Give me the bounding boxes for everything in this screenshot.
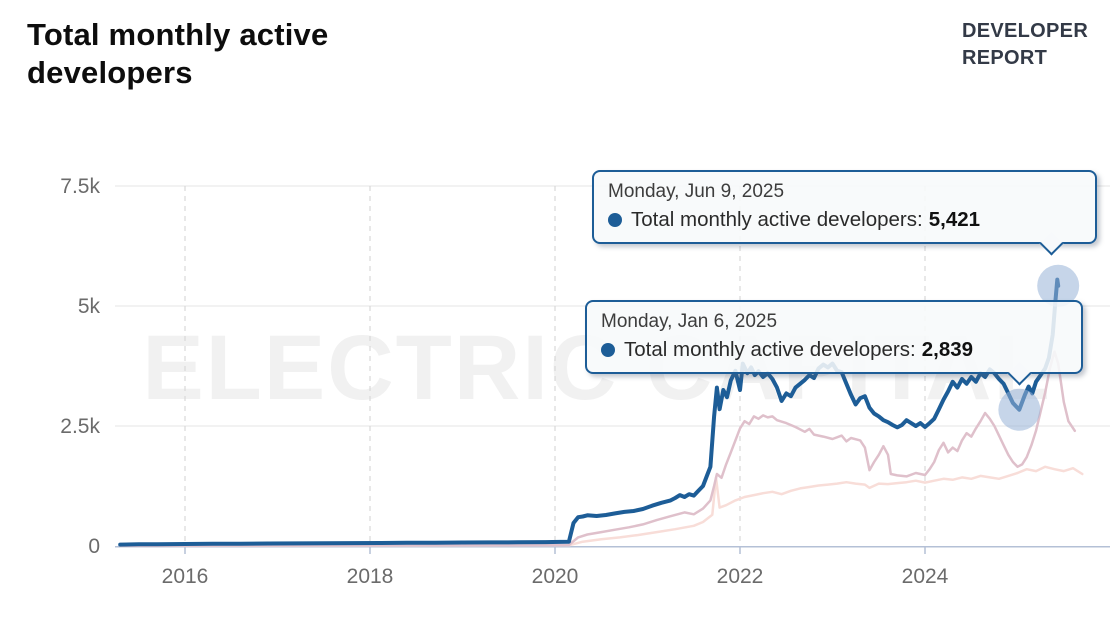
series-marker-icon [608,213,622,227]
brand-line-1: DEVELOPER [962,20,1089,42]
x-axis-label: 2016 [162,565,209,588]
series-marker-icon [601,343,615,357]
highlight-halo [998,388,1041,431]
y-axis-label: 2.5k [60,415,100,438]
x-axis-label: 2020 [532,565,579,588]
highlight-halo [1037,264,1080,307]
y-axis-label: 5k [78,295,101,318]
developer-report-logo: DEVELOPER REPORT [962,18,1092,72]
series-line-secondary [118,350,1077,548]
tooltip-series-label: Total monthly active developers: [631,208,923,231]
series-line-secondary [118,465,1084,548]
page-title: Total monthly active developers [27,17,329,90]
y-axis-label: 0 [88,535,100,558]
series-line-main [118,277,1061,547]
tooltip-date: Monday, Jan 6, 2025 [601,311,778,332]
brand-line-2: REPORT [962,47,1048,69]
tooltip-jan-6-2025: Monday, Jan 6, 2025 Total monthly active… [585,300,1083,386]
tooltip-jun-9-2025: Monday, Jun 9, 2025 Total monthly active… [592,170,1097,256]
tooltip-value: 5,421 [928,208,981,231]
x-axis-label: 2018 [347,565,394,588]
tooltip-value: 2,839 [921,338,974,361]
x-axis-label: 2022 [717,565,764,588]
x-axis-label: 2024 [902,565,949,588]
tooltip-series-label: Total monthly active developers: [624,338,916,361]
y-axis-label: 7.5k [60,175,100,198]
tooltip-date: Monday, Jun 9, 2025 [608,181,785,202]
